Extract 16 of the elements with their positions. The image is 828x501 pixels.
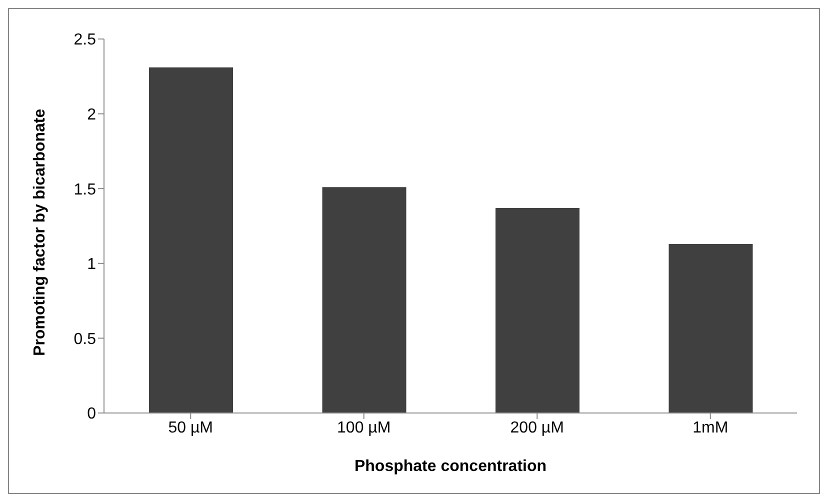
y-axis-title: Promoting factor by bicarbonate <box>32 108 49 356</box>
x-tick-label: 200 µM <box>510 419 564 436</box>
bar <box>322 187 406 413</box>
x-tick-label: 50 µM <box>168 419 214 436</box>
y-tick-label: 2.5 <box>74 32 96 49</box>
y-tick-label: 0 <box>87 406 96 423</box>
y-tick-label: 1 <box>87 256 96 274</box>
bar <box>496 208 580 413</box>
y-tick-label: 2 <box>87 106 96 124</box>
x-axis-title: Phosphate concentration <box>354 458 547 475</box>
y-tick-label: 1.5 <box>74 181 96 198</box>
y-tick-label: 0.5 <box>74 330 96 348</box>
bar <box>668 244 753 413</box>
x-tick-label: 100 µM <box>337 419 391 436</box>
bar <box>149 67 233 413</box>
x-tick-label: 1mM <box>692 419 728 436</box>
